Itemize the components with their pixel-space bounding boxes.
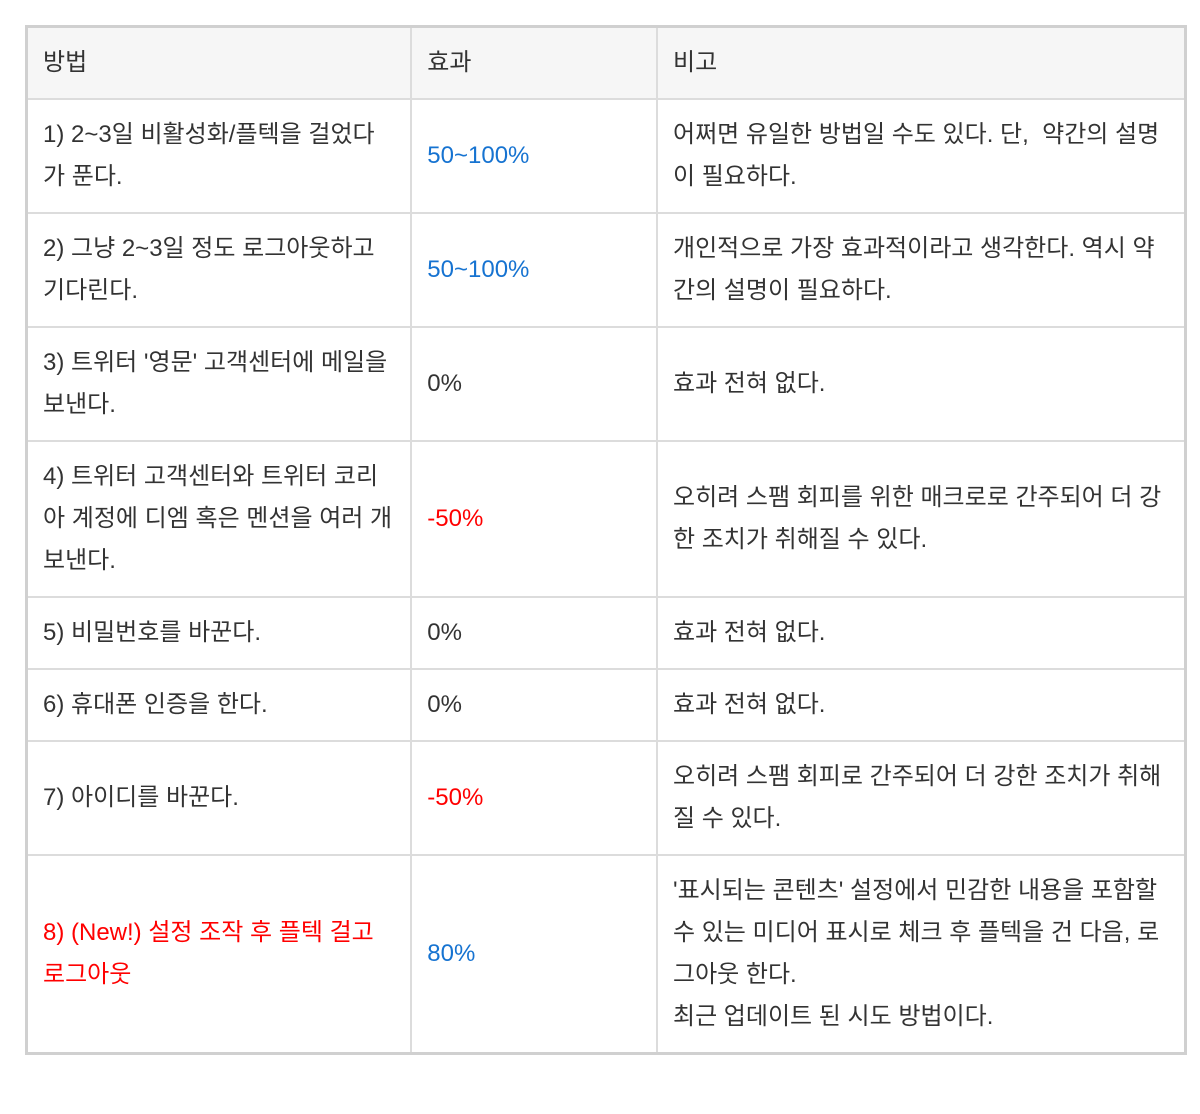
note-cell: 오히려 스팸 회피를 위한 매크로로 간주되어 더 강한 조치가 취해질 수 있… <box>655 440 1187 598</box>
method-cell: 4) 트위터 고객센터와 트위터 코리아 계정에 디엠 혹은 멘션을 여러 개 … <box>25 440 413 598</box>
effect-cell: 0% <box>410 326 658 442</box>
table-row: 3) 트위터 '영문' 고객센터에 메일을 보낸다. 0% 효과 전혀 없다. <box>25 326 1187 442</box>
table-row: 4) 트위터 고객센터와 트위터 코리아 계정에 디엠 혹은 멘션을 여러 개 … <box>25 440 1187 598</box>
methods-table: 방법 효과 비고 1) 2~3일 비활성화/플텍을 걸었다가 푼다. 50~10… <box>25 25 1187 1055</box>
column-header-effect: 효과 <box>410 25 658 100</box>
table-row: 5) 비밀번호를 바꾼다. 0% 효과 전혀 없다. <box>25 596 1187 670</box>
note-cell: 오히려 스팸 회피로 간주되어 더 강한 조치가 취해질 수 있다. <box>655 740 1187 856</box>
method-cell: 7) 아이디를 바꾼다. <box>25 740 413 856</box>
table-row: 6) 휴대폰 인증을 한다. 0% 효과 전혀 없다. <box>25 668 1187 742</box>
effect-cell: -50% <box>410 440 658 598</box>
method-cell: 8) (New!) 설정 조작 후 플텍 걸고 로그아웃 <box>25 854 413 1055</box>
effect-cell: 0% <box>410 596 658 670</box>
effect-cell: 50~100% <box>410 212 658 328</box>
note-cell: 어쩌면 유일한 방법일 수도 있다. 단, 약간의 설명이 필요하다. <box>655 98 1187 214</box>
effect-cell: -50% <box>410 740 658 856</box>
table-row: 1) 2~3일 비활성화/플텍을 걸었다가 푼다. 50~100% 어쩌면 유일… <box>25 98 1187 214</box>
note-cell: 효과 전혀 없다. <box>655 326 1187 442</box>
method-cell: 3) 트위터 '영문' 고객센터에 메일을 보낸다. <box>25 326 413 442</box>
method-cell: 6) 휴대폰 인증을 한다. <box>25 668 413 742</box>
note-cell: 효과 전혀 없다. <box>655 668 1187 742</box>
table-header-row: 방법 효과 비고 <box>25 25 1187 100</box>
note-cell: '표시되는 콘텐츠' 설정에서 민감한 내용을 포함할 수 있는 미디어 표시로… <box>655 854 1187 1055</box>
column-header-method: 방법 <box>25 25 413 100</box>
effect-cell: 0% <box>410 668 658 742</box>
table-row: 7) 아이디를 바꾼다. -50% 오히려 스팸 회피로 간주되어 더 강한 조… <box>25 740 1187 856</box>
table-row: 2) 그냥 2~3일 정도 로그아웃하고 기다린다. 50~100% 개인적으로… <box>25 212 1187 328</box>
note-cell: 개인적으로 가장 효과적이라고 생각한다. 역시 약간의 설명이 필요하다. <box>655 212 1187 328</box>
column-header-note: 비고 <box>655 25 1187 100</box>
effect-cell: 50~100% <box>410 98 658 214</box>
effect-cell: 80% <box>410 854 658 1055</box>
method-cell: 2) 그냥 2~3일 정도 로그아웃하고 기다린다. <box>25 212 413 328</box>
note-cell: 효과 전혀 없다. <box>655 596 1187 670</box>
method-cell: 5) 비밀번호를 바꾼다. <box>25 596 413 670</box>
table-row: 8) (New!) 설정 조작 후 플텍 걸고 로그아웃 80% '표시되는 콘… <box>25 854 1187 1055</box>
method-cell: 1) 2~3일 비활성화/플텍을 걸었다가 푼다. <box>25 98 413 214</box>
